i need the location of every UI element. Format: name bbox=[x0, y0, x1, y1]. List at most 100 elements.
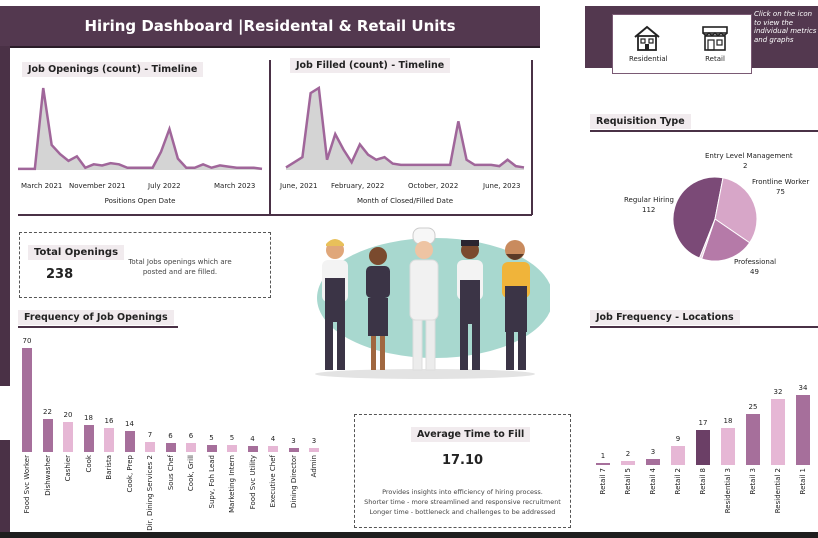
bar bbox=[247, 446, 258, 452]
bar bbox=[746, 413, 760, 465]
bar-value-label: 18 bbox=[84, 414, 93, 423]
divider bbox=[18, 326, 178, 328]
bar-category-label: Dishwasher bbox=[43, 455, 52, 496]
divider bbox=[8, 60, 10, 215]
bar-value-label: 6 bbox=[168, 432, 173, 441]
bar-value-label: 3 bbox=[650, 447, 656, 456]
divider bbox=[531, 60, 533, 215]
left-accent-strip-bottom bbox=[0, 440, 10, 538]
bar-category-label: Sous Chef bbox=[166, 455, 175, 491]
bar-category-label: Retail 7 bbox=[599, 468, 607, 495]
pie-slice bbox=[714, 177, 758, 244]
pie-value: 75 bbox=[776, 188, 785, 196]
filled-tick: June, 2023 bbox=[483, 182, 521, 190]
openings-timeline-chart bbox=[18, 87, 263, 171]
bar-value-label: 20 bbox=[63, 411, 73, 420]
openings-tick: March 2023 bbox=[214, 182, 256, 190]
bar-value-label: 25 bbox=[748, 402, 758, 411]
bar-category-label: Admin bbox=[310, 455, 318, 478]
left-accent-strip bbox=[0, 46, 10, 386]
bar-value-label: 5 bbox=[209, 433, 214, 442]
series-line bbox=[285, 85, 525, 169]
divider bbox=[590, 326, 818, 328]
bar-value-label: 14 bbox=[125, 420, 134, 429]
filled-tick: October, 2022 bbox=[408, 182, 459, 190]
filled-tick: June, 2021 bbox=[280, 182, 318, 190]
residential-button[interactable]: Residential bbox=[629, 23, 668, 63]
bar-category-label: Cashier bbox=[64, 455, 72, 482]
bar bbox=[22, 348, 32, 452]
bar-category-label: Retail 8 bbox=[699, 468, 707, 495]
avg-fill-desc-line: Shorter time - more streamlined and resp… bbox=[364, 498, 561, 506]
unit-selector: Residential Retail bbox=[612, 14, 752, 74]
avg-fill-card: Average Time to Fill 17.10 Provides insi… bbox=[354, 414, 571, 528]
bar-value-label: 16 bbox=[104, 417, 114, 426]
filled-timeline-title: Job Filled (count) - Timeline bbox=[290, 58, 451, 73]
retail-button[interactable]: Retail bbox=[697, 23, 733, 63]
bar-category-label: Retail 1 bbox=[799, 468, 807, 495]
requisition-pie bbox=[672, 176, 758, 262]
bar-category-label: Food Svc Utility bbox=[248, 455, 257, 510]
pie-slice bbox=[700, 218, 751, 262]
bar-category-label: Dining Director bbox=[289, 455, 298, 508]
bar bbox=[696, 430, 710, 465]
openings-tick: March 2021 bbox=[21, 182, 63, 190]
bar bbox=[268, 446, 278, 452]
bar-value-label: 4 bbox=[250, 435, 255, 444]
bar-category-label: Retail 2 bbox=[674, 468, 682, 495]
hospitality-staff-illustration bbox=[315, 227, 553, 379]
pie-label: Professional bbox=[734, 258, 777, 266]
bar-category-label: Retail 3 bbox=[749, 468, 757, 495]
bar-value-label: 32 bbox=[773, 388, 783, 397]
bar bbox=[165, 443, 176, 452]
total-openings-card: Total Openings 238 Total Jobs openings w… bbox=[19, 232, 271, 298]
divider bbox=[18, 214, 532, 216]
divider bbox=[269, 60, 271, 215]
bar bbox=[596, 462, 610, 465]
bar bbox=[42, 419, 53, 452]
bar-category-label: Residential 2 bbox=[774, 468, 782, 514]
avg-fill-desc-line: Longer time - bottleneck and challenges … bbox=[369, 508, 556, 516]
bar-value-label: 9 bbox=[675, 435, 681, 444]
pie-value: 112 bbox=[642, 206, 656, 214]
bar-category-label: Food Svc Worker bbox=[23, 455, 31, 514]
pie-label: Frontline Worker bbox=[752, 178, 810, 186]
bar-value-label: 1 bbox=[600, 451, 606, 460]
frequency-title: Frequency of Job Openings bbox=[18, 310, 174, 325]
frequency-chart: 70 Food Svc Worker 22 Dishwasher 20 Cashier 18… bbox=[14, 330, 334, 531]
avg-fill-desc: Provides insights into efficiency of hir… bbox=[355, 487, 570, 517]
area-fill bbox=[286, 88, 524, 170]
bar-value-label: 4 bbox=[270, 435, 276, 444]
filled-xlabel: Month of Closed/Filled Date bbox=[356, 197, 454, 205]
filled-timeline-chart bbox=[285, 85, 525, 170]
bar bbox=[721, 427, 735, 465]
pie-value: 49 bbox=[750, 268, 759, 276]
house-icon bbox=[634, 25, 660, 51]
bar-value-label: 18 bbox=[723, 416, 733, 425]
bar bbox=[288, 447, 299, 452]
bar bbox=[186, 443, 196, 452]
bar-value-label: 17 bbox=[698, 419, 708, 427]
bar bbox=[309, 447, 319, 452]
bar-category-label: Dir, Dining Services 2 bbox=[146, 455, 154, 531]
filled-tick: February, 2022 bbox=[331, 182, 385, 190]
locations-title: Job Frequency - Locations bbox=[590, 310, 740, 325]
bar-category-label: Retail 5 bbox=[624, 468, 632, 495]
bar-value-label: 34 bbox=[798, 384, 808, 392]
bar-category-label: Marketing Intern bbox=[228, 455, 236, 513]
bar bbox=[621, 460, 635, 465]
bar-value-label: 6 bbox=[188, 432, 194, 441]
bar bbox=[124, 431, 135, 452]
avg-fill-desc-line: Provides insights into efficiency of hir… bbox=[382, 488, 543, 496]
total-openings-value: 238 bbox=[46, 267, 74, 282]
bar-category-label: Cook, Prep bbox=[125, 455, 134, 493]
bar bbox=[646, 458, 660, 465]
bar-value-label: 22 bbox=[43, 408, 52, 417]
bar-value-label: 2 bbox=[625, 449, 631, 458]
bar-value-label: 7 bbox=[147, 430, 153, 439]
bar-category-label: Retail 4 bbox=[649, 468, 657, 495]
locations-chart: 1 Retail 7 2 Retail 5 3 Retail 4 9 Retail 2 17 Re… bbox=[590, 380, 818, 530]
bar-value-label: 5 bbox=[229, 433, 235, 442]
bar-category-label: Executive Chef bbox=[269, 455, 277, 508]
bottom-bar bbox=[0, 532, 818, 538]
